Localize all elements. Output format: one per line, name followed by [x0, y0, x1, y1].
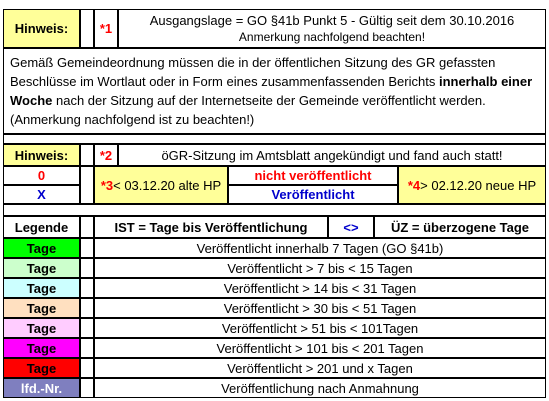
legend-badge: Tage — [3, 318, 80, 338]
neue-hp-cell: *4 > 02.12.20 neue HP — [398, 166, 546, 204]
legend-badge: Tage — [3, 238, 80, 258]
legend-description: Veröffentlicht > 30 bis < 51 Tagen — [94, 298, 546, 318]
nicht-veroeffentlicht: nicht veröffentlicht — [228, 166, 398, 185]
spacer-cell — [80, 278, 94, 298]
spacer-cell — [80, 298, 94, 318]
hinweis-label-2: Hinweis: — [3, 144, 80, 166]
legend-badge: lfd.-Nr. — [3, 378, 80, 398]
marker-4: *4 — [407, 177, 421, 193]
legend-badge: Tage — [3, 278, 80, 298]
marker-1: *1 — [94, 9, 118, 48]
gemeindeordnung-paragraph: Gemäß Gemeindeordnung müssen die in der … — [3, 48, 546, 134]
spacer-cell — [80, 216, 94, 238]
legend-description: Veröffentlicht > 14 bis < 31 Tagen — [94, 278, 546, 298]
spacer-cell — [80, 166, 94, 204]
paragraph-text-bold: innerhalb einer Woche — [10, 74, 533, 108]
status-x: X — [3, 185, 80, 204]
legend-badge: Tage — [3, 338, 80, 358]
legend-badge: Tage — [3, 358, 80, 378]
spacer-cell — [80, 358, 94, 378]
spacer-cell — [80, 378, 94, 398]
hinweis-text-1: Ausgangslage = GO §41b Punkt 5 - Gültig … — [118, 9, 546, 48]
legend-description: Veröffentlichung nach Anmahnung — [94, 378, 546, 398]
legend-description: Veröffentlicht > 101 bis < 201 Tagen — [94, 338, 546, 358]
legend-description: Veröffentlicht > 51 bis < 101Tagen — [94, 318, 546, 338]
spacer-cell — [80, 238, 94, 258]
hinweis-text-2: öGR-Sitzung im Amtsblatt angekündigt und… — [118, 144, 546, 166]
legend-description: Veröffentlicht > 201 und x Tagen — [94, 358, 546, 378]
legend-badge: Tage — [3, 298, 80, 318]
veroeffentlicht: Veröffentlicht — [228, 185, 398, 204]
marker-2: *2 — [94, 144, 118, 166]
spacer-cell — [80, 338, 94, 358]
paragraph-text-b: nach der Sitzung auf der Internetseite d… — [10, 93, 486, 127]
neue-hp-text: > 02.12.20 neue HP — [420, 177, 537, 193]
status-zero: 0 — [3, 166, 80, 185]
legend-description: Veröffentlicht > 7 bis < 15 Tagen — [94, 258, 546, 278]
paragraph-text-a: Gemäß Gemeindeordnung müssen die in der … — [10, 55, 496, 89]
arrows-symbol: <> — [328, 216, 374, 238]
ist-definition: IST = Tage bis Veröffentlichung — [94, 216, 328, 238]
alte-hp-cell: *3 < 03.12.20 alte HP — [94, 166, 228, 204]
marker-3: *3 — [100, 177, 114, 193]
legend-description: Veröffentlicht innerhalb 7 Tagen (GO §41… — [94, 238, 546, 258]
spacer-cell — [80, 258, 94, 278]
legend-badge: Tage — [3, 258, 80, 278]
spacer-cell — [80, 9, 94, 48]
hinweis-line-1: Ausgangslage = GO §41b Punkt 5 - Gültig … — [149, 13, 515, 28]
spacer-cell — [80, 144, 94, 166]
spacer-cell — [80, 318, 94, 338]
alte-hp-text: < 03.12.20 alte HP — [113, 177, 222, 193]
uez-definition: ÜZ = überzogene Tage — [374, 216, 546, 238]
spacer-row — [3, 204, 546, 216]
spacer-row — [3, 134, 546, 144]
hinweis-label-1: Hinweis: — [3, 9, 80, 48]
hinweis-line-2: Anmerkung nachfolgend beachten! — [238, 30, 426, 44]
legende-header: Legende — [3, 216, 80, 238]
